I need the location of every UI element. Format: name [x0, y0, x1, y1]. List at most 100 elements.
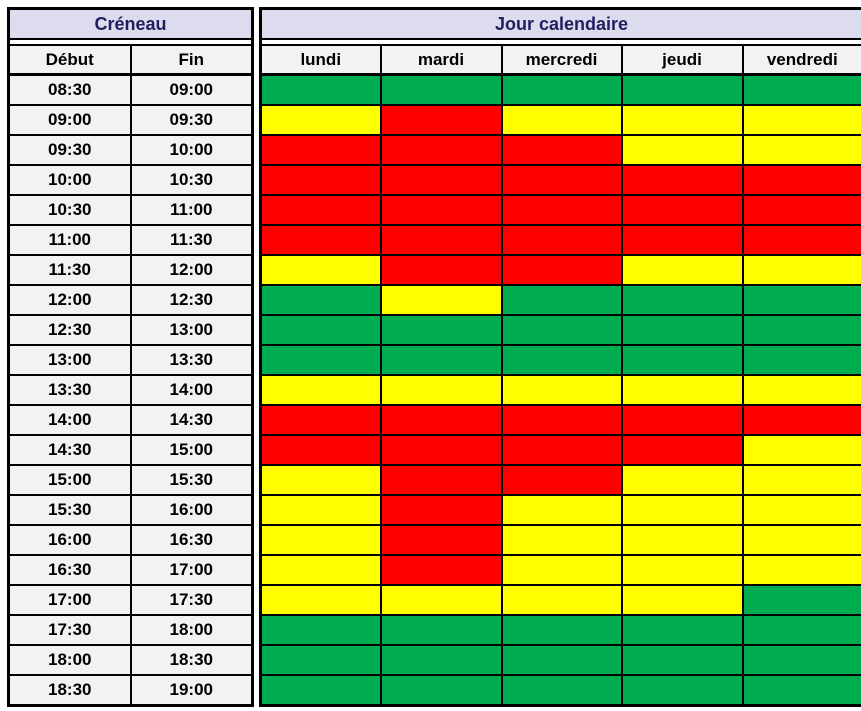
availability-cell[interactable]: [620, 284, 744, 316]
availability-cell[interactable]: [379, 674, 503, 707]
availability-cell[interactable]: [741, 104, 861, 136]
availability-cell[interactable]: [620, 554, 744, 586]
availability-cell[interactable]: [259, 494, 382, 526]
availability-cell[interactable]: [500, 374, 623, 406]
availability-cell[interactable]: [500, 614, 623, 646]
availability-cell[interactable]: [500, 344, 623, 376]
availability-cell[interactable]: [741, 374, 861, 406]
availability-cell[interactable]: [500, 404, 623, 436]
availability-cell[interactable]: [620, 404, 744, 436]
availability-cell[interactable]: [500, 524, 623, 556]
availability-cell[interactable]: [259, 254, 382, 286]
availability-cell[interactable]: [379, 284, 503, 316]
availability-cell[interactable]: [500, 134, 623, 166]
availability-cell[interactable]: [379, 434, 503, 466]
availability-cell[interactable]: [500, 224, 623, 256]
availability-cell[interactable]: [379, 224, 503, 256]
availability-cell[interactable]: [259, 554, 382, 586]
availability-cell[interactable]: [620, 644, 744, 676]
availability-cell[interactable]: [620, 73, 744, 106]
availability-cell[interactable]: [620, 254, 744, 286]
availability-cell[interactable]: [500, 104, 623, 136]
availability-cell[interactable]: [500, 584, 623, 616]
availability-cell[interactable]: [500, 314, 623, 346]
availability-cell[interactable]: [741, 554, 861, 586]
availability-cell[interactable]: [620, 464, 744, 496]
availability-cell[interactable]: [741, 524, 861, 556]
availability-cell[interactable]: [500, 284, 623, 316]
availability-cell[interactable]: [259, 644, 382, 676]
availability-cell[interactable]: [741, 194, 861, 226]
availability-cell[interactable]: [620, 134, 744, 166]
availability-cell[interactable]: [620, 614, 744, 646]
availability-cell[interactable]: [379, 614, 503, 646]
availability-cell[interactable]: [259, 614, 382, 646]
availability-cell[interactable]: [259, 404, 382, 436]
availability-cell[interactable]: [741, 284, 861, 316]
availability-cell[interactable]: [259, 674, 382, 707]
availability-cell[interactable]: [379, 194, 503, 226]
availability-cell[interactable]: [379, 644, 503, 676]
availability-cell[interactable]: [379, 584, 503, 616]
availability-cell[interactable]: [259, 224, 382, 256]
availability-cell[interactable]: [620, 224, 744, 256]
availability-cell[interactable]: [259, 464, 382, 496]
availability-cell[interactable]: [500, 494, 623, 526]
availability-cell[interactable]: [379, 374, 503, 406]
availability-cell[interactable]: [379, 554, 503, 586]
availability-cell[interactable]: [620, 344, 744, 376]
availability-cell[interactable]: [379, 164, 503, 196]
availability-cell[interactable]: [379, 104, 503, 136]
availability-cell[interactable]: [500, 73, 623, 106]
availability-cell[interactable]: [500, 674, 623, 707]
availability-cell[interactable]: [741, 314, 861, 346]
availability-cell[interactable]: [620, 674, 744, 707]
availability-cell[interactable]: [259, 314, 382, 346]
availability-cell[interactable]: [741, 584, 861, 616]
availability-cell[interactable]: [379, 254, 503, 286]
availability-cell[interactable]: [259, 374, 382, 406]
availability-cell[interactable]: [741, 644, 861, 676]
availability-cell[interactable]: [741, 494, 861, 526]
availability-cell[interactable]: [741, 254, 861, 286]
availability-cell[interactable]: [741, 224, 861, 256]
availability-cell[interactable]: [500, 254, 623, 286]
availability-cell[interactable]: [259, 73, 382, 106]
availability-cell[interactable]: [741, 134, 861, 166]
availability-cell[interactable]: [741, 73, 861, 106]
availability-cell[interactable]: [741, 164, 861, 196]
availability-cell[interactable]: [741, 344, 861, 376]
availability-cell[interactable]: [500, 464, 623, 496]
availability-cell[interactable]: [620, 164, 744, 196]
availability-cell[interactable]: [620, 524, 744, 556]
availability-cell[interactable]: [500, 644, 623, 676]
availability-cell[interactable]: [379, 314, 503, 346]
availability-cell[interactable]: [259, 584, 382, 616]
availability-cell[interactable]: [741, 674, 861, 707]
availability-cell[interactable]: [259, 524, 382, 556]
availability-cell[interactable]: [620, 194, 744, 226]
availability-cell[interactable]: [620, 584, 744, 616]
availability-cell[interactable]: [379, 344, 503, 376]
availability-cell[interactable]: [379, 404, 503, 436]
availability-cell[interactable]: [741, 614, 861, 646]
availability-cell[interactable]: [259, 164, 382, 196]
availability-cell[interactable]: [259, 194, 382, 226]
availability-cell[interactable]: [379, 494, 503, 526]
availability-cell[interactable]: [379, 134, 503, 166]
availability-cell[interactable]: [379, 524, 503, 556]
availability-cell[interactable]: [500, 554, 623, 586]
availability-cell[interactable]: [620, 104, 744, 136]
availability-cell[interactable]: [379, 73, 503, 106]
availability-cell[interactable]: [259, 104, 382, 136]
availability-cell[interactable]: [259, 134, 382, 166]
availability-cell[interactable]: [259, 434, 382, 466]
availability-cell[interactable]: [379, 464, 503, 496]
availability-cell[interactable]: [259, 284, 382, 316]
availability-cell[interactable]: [500, 434, 623, 466]
availability-cell[interactable]: [741, 464, 861, 496]
availability-cell[interactable]: [259, 344, 382, 376]
availability-cell[interactable]: [741, 404, 861, 436]
availability-cell[interactable]: [620, 374, 744, 406]
availability-cell[interactable]: [500, 194, 623, 226]
